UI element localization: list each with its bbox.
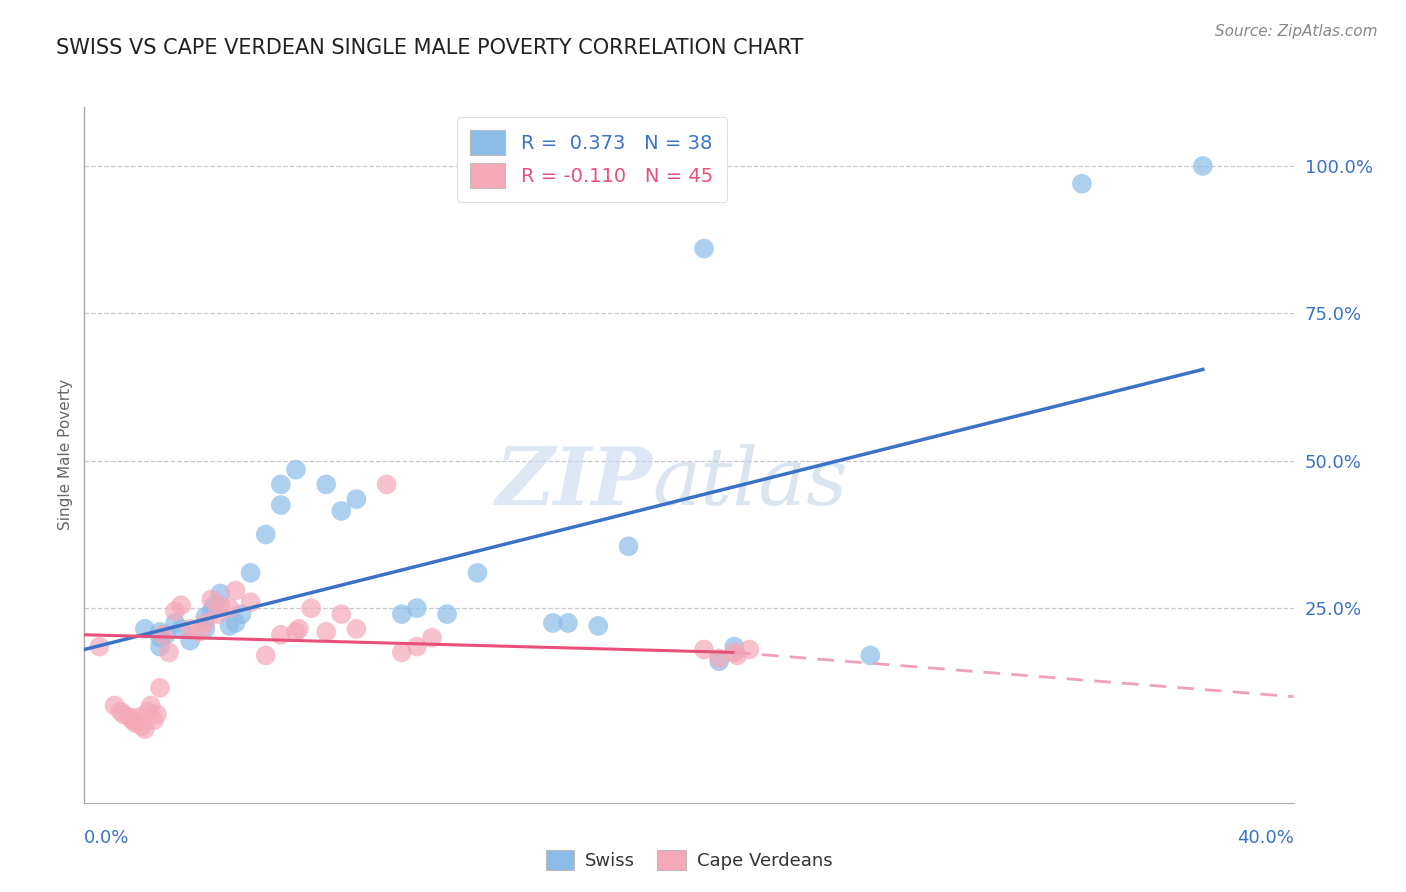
Point xyxy=(134,722,156,736)
Point xyxy=(709,651,731,665)
Point xyxy=(723,640,745,654)
Point xyxy=(170,599,193,613)
Point xyxy=(207,607,229,621)
Point xyxy=(163,615,186,630)
Point xyxy=(136,705,159,719)
Point xyxy=(1191,159,1213,173)
Point xyxy=(330,504,353,518)
Point xyxy=(239,595,262,609)
Point xyxy=(209,586,232,600)
Point xyxy=(155,628,177,642)
Text: atlas: atlas xyxy=(652,444,848,522)
Text: ZIP: ZIP xyxy=(496,444,652,522)
Point xyxy=(149,624,172,639)
Text: 40.0%: 40.0% xyxy=(1237,829,1294,847)
Point xyxy=(346,622,368,636)
Point xyxy=(391,607,413,621)
Point xyxy=(218,601,240,615)
Point xyxy=(125,716,148,731)
Point xyxy=(112,707,135,722)
Point xyxy=(315,624,337,639)
Point xyxy=(149,640,172,654)
Point xyxy=(209,599,232,613)
Point xyxy=(188,624,211,639)
Point xyxy=(131,719,153,733)
Point xyxy=(693,642,716,657)
Point xyxy=(299,601,322,615)
Point xyxy=(152,628,174,642)
Text: Source: ZipAtlas.com: Source: ZipAtlas.com xyxy=(1215,24,1378,38)
Point xyxy=(128,710,150,724)
Point xyxy=(315,477,337,491)
Point xyxy=(110,705,132,719)
Point xyxy=(859,648,882,663)
Point xyxy=(231,607,253,621)
Point xyxy=(557,615,579,630)
Point xyxy=(163,604,186,618)
Point xyxy=(134,622,156,636)
Point xyxy=(225,615,247,630)
Text: 0.0%: 0.0% xyxy=(84,829,129,847)
Point xyxy=(406,640,429,654)
Point xyxy=(139,698,162,713)
Point xyxy=(1071,177,1094,191)
Point xyxy=(270,498,292,512)
Legend: Swiss, Cape Verdeans: Swiss, Cape Verdeans xyxy=(538,843,839,877)
Point xyxy=(330,607,353,621)
Point xyxy=(202,599,225,613)
Point xyxy=(179,633,201,648)
Point xyxy=(391,645,413,659)
Point xyxy=(179,622,201,636)
Point xyxy=(200,592,222,607)
Point xyxy=(346,492,368,507)
Point xyxy=(194,615,217,630)
Text: SWISS VS CAPE VERDEAN SINGLE MALE POVERTY CORRELATION CHART: SWISS VS CAPE VERDEAN SINGLE MALE POVERT… xyxy=(56,37,803,57)
Point xyxy=(149,631,172,645)
Point xyxy=(89,640,111,654)
Point xyxy=(420,631,443,645)
Point xyxy=(725,648,748,663)
Point xyxy=(104,698,127,713)
Point xyxy=(225,583,247,598)
Point xyxy=(693,242,716,256)
Point xyxy=(467,566,489,580)
Point xyxy=(254,648,277,663)
Point xyxy=(709,654,731,668)
Point xyxy=(157,645,180,659)
Point xyxy=(284,624,308,639)
Point xyxy=(270,477,292,491)
Point xyxy=(723,645,745,659)
Point xyxy=(738,642,761,657)
Point xyxy=(218,619,240,633)
Point xyxy=(284,463,308,477)
Point xyxy=(239,566,262,580)
Point xyxy=(588,619,610,633)
Point xyxy=(194,622,217,636)
Point xyxy=(436,607,458,621)
Y-axis label: Single Male Poverty: Single Male Poverty xyxy=(58,379,73,531)
Point xyxy=(406,601,429,615)
Point xyxy=(200,604,222,618)
Point xyxy=(121,713,143,727)
Point xyxy=(149,681,172,695)
Point xyxy=(270,628,292,642)
Point xyxy=(375,477,398,491)
Point xyxy=(146,707,169,722)
Point xyxy=(194,610,217,624)
Point xyxy=(142,713,165,727)
Point xyxy=(541,615,564,630)
Point xyxy=(617,539,640,553)
Point xyxy=(170,622,193,636)
Point xyxy=(118,710,141,724)
Point xyxy=(288,622,311,636)
Point xyxy=(254,527,277,541)
